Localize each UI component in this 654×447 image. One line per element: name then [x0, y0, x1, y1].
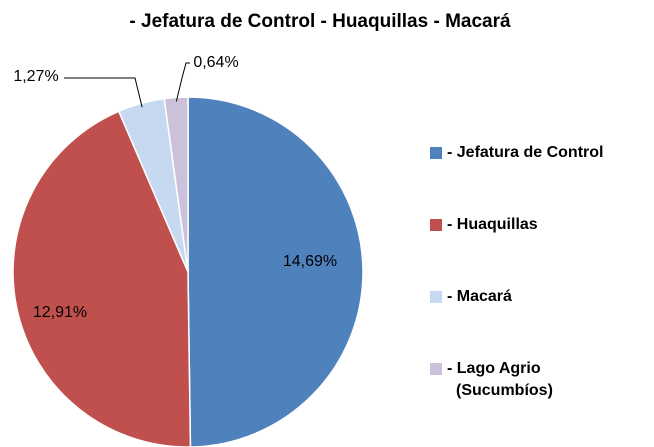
legend-swatch: [430, 363, 442, 375]
data-label: 14,69%: [283, 253, 337, 270]
legend-label: - Macará: [447, 288, 512, 305]
legend-label: - Jefatura de Control: [447, 144, 603, 161]
pie-slice: [163, 96, 189, 273]
legend-swatch: [430, 291, 442, 303]
legend-swatch: [430, 147, 442, 159]
data-label: 1,27%: [13, 68, 58, 85]
leader-line: [64, 77, 143, 108]
legend-label: - Huaquillas: [447, 216, 538, 233]
legend-label: - Lago Agrio (Sucumbíos): [447, 360, 553, 399]
legend-swatch: [430, 219, 442, 231]
chart-title: - Jefatura de Control - Huaquillas - Mac…: [129, 11, 511, 32]
leader-line: [175, 62, 190, 102]
data-label: 0,64%: [193, 54, 238, 71]
pie-slice: [12, 110, 192, 447]
pie-slice: [187, 96, 364, 447]
data-label: 12,91%: [33, 304, 87, 321]
